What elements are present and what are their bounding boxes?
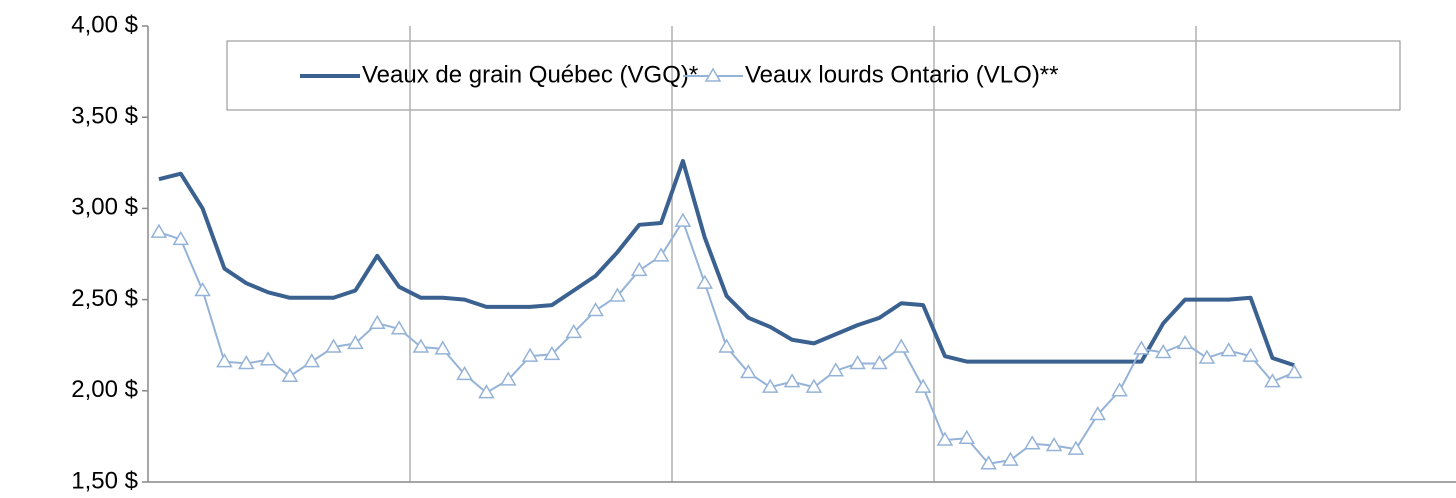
point-marker (630, 261, 648, 277)
legend-label: Veaux de grain Québec (VGQ)* (362, 61, 698, 88)
point-marker (761, 378, 779, 393)
y-tick-label: 2,50 $ (71, 285, 138, 312)
point-marker (1176, 334, 1194, 350)
point-marker (347, 334, 364, 350)
y-tick-label: 1,50 $ (71, 467, 138, 494)
point-marker (609, 287, 626, 302)
legend-label: Veaux lourds Ontario (VLO)** (745, 61, 1059, 88)
y-tick-label: 4,00 $ (71, 11, 138, 38)
point-marker (1111, 382, 1128, 397)
point-marker (718, 338, 735, 353)
legend-box (226, 40, 1401, 111)
point-marker (172, 230, 190, 246)
point-marker (325, 338, 342, 353)
point-marker (652, 247, 670, 262)
point-marker (587, 302, 604, 317)
series-line (158, 158, 1295, 368)
point-marker (674, 212, 692, 227)
point-marker (936, 431, 954, 446)
point-marker (368, 314, 386, 330)
point-marker (1285, 364, 1303, 379)
point-marker (150, 223, 168, 238)
point-marker (1089, 406, 1107, 421)
point-marker (1133, 340, 1150, 355)
point-marker (958, 429, 976, 444)
point-marker (805, 378, 823, 393)
point-marker (914, 378, 932, 393)
point-marker (543, 345, 561, 361)
point-marker (1023, 435, 1041, 450)
point-marker (783, 373, 801, 388)
point-marker (565, 323, 583, 339)
point-marker (849, 354, 866, 370)
point-marker (1154, 344, 1172, 359)
point-marker (456, 365, 473, 381)
point-marker (1198, 349, 1216, 364)
point-marker (827, 362, 845, 377)
y-tick-label: 3,50 $ (71, 103, 138, 130)
point-marker (478, 384, 495, 399)
point-marker (499, 371, 517, 386)
point-marker (303, 353, 321, 368)
point-marker (696, 274, 714, 289)
point-marker (194, 281, 211, 297)
point-marker (412, 338, 430, 353)
y-tick-label: 2,00 $ (71, 376, 138, 403)
point-marker (1002, 451, 1019, 466)
y-tick-label: 3,00 $ (71, 194, 138, 221)
point-marker (1264, 373, 1281, 388)
point-marker (980, 455, 997, 470)
point-marker (1220, 342, 1238, 357)
point-marker (259, 351, 277, 366)
point-marker (1067, 440, 1085, 455)
point-marker (216, 353, 233, 368)
point-marker (521, 347, 539, 362)
point-marker (1045, 437, 1063, 452)
legend-marker (704, 67, 722, 82)
point-marker (740, 364, 757, 379)
point-marker (281, 367, 299, 382)
point-marker (892, 338, 910, 353)
point-marker (1242, 347, 1259, 362)
point-marker (390, 320, 408, 335)
point-marker (871, 354, 888, 370)
point-marker (237, 354, 255, 370)
point-marker (434, 340, 452, 355)
